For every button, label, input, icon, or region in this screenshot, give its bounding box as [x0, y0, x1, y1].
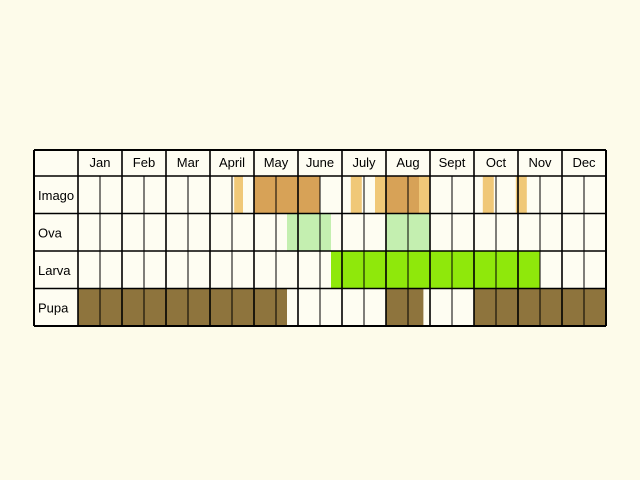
- period-imago: [515, 176, 527, 214]
- period-imago: [350, 176, 362, 214]
- period-imago: [254, 176, 320, 214]
- period-imago: [386, 176, 419, 214]
- period-pupa: [386, 288, 424, 326]
- month-label: July: [352, 155, 376, 170]
- period-ova: [287, 213, 331, 251]
- period-imago: [234, 176, 243, 214]
- month-label: Nov: [528, 155, 552, 170]
- month-label: April: [219, 155, 245, 170]
- period-imago: [419, 176, 430, 214]
- period-imago: [375, 176, 386, 214]
- month-label: Dec: [572, 155, 596, 170]
- month-label: Sept: [439, 155, 466, 170]
- period-pupa: [78, 288, 287, 326]
- row-label-imago: Imago: [38, 188, 74, 203]
- month-label: Aug: [396, 155, 419, 170]
- month-label: Jan: [90, 155, 111, 170]
- row-label-ova: Ova: [38, 225, 63, 240]
- period-imago: [482, 176, 494, 214]
- row-label-pupa: Pupa: [38, 300, 69, 315]
- period-larva: [331, 251, 540, 289]
- table-grid: [33, 149, 607, 327]
- row-label-larva: Larva: [38, 263, 71, 278]
- month-label: Oct: [486, 155, 507, 170]
- month-label: June: [306, 155, 334, 170]
- table-labels: Jan Feb Mar April May June July Aug Sept Oct Nov De…: [38, 155, 596, 315]
- month-label: Mar: [177, 155, 200, 170]
- month-label: May: [264, 155, 289, 170]
- month-label: Feb: [133, 155, 155, 170]
